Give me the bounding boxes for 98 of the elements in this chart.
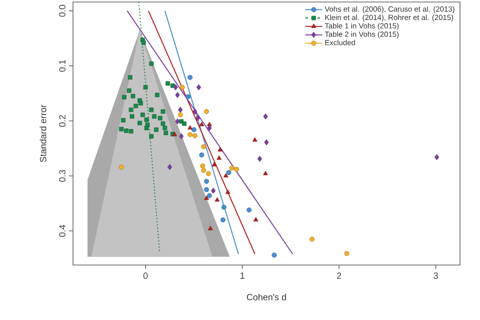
y-tick-label: 0.4 — [59, 224, 66, 237]
point — [199, 122, 204, 126]
point — [188, 132, 193, 138]
point — [214, 197, 220, 202]
point — [121, 118, 126, 122]
point — [149, 61, 154, 66]
point — [172, 132, 178, 136]
point — [201, 168, 206, 173]
point — [128, 75, 132, 80]
point — [130, 94, 136, 98]
x-tick-label: 1 — [240, 272, 244, 279]
point — [182, 121, 186, 126]
point — [149, 134, 154, 138]
point — [220, 217, 226, 222]
point — [164, 130, 168, 136]
point — [140, 112, 145, 117]
y-tick-label: 0.2 — [59, 115, 66, 127]
point — [138, 120, 142, 126]
point — [160, 109, 166, 114]
point — [192, 133, 198, 138]
point — [263, 170, 268, 176]
point — [144, 126, 149, 130]
point — [118, 164, 124, 170]
point — [152, 114, 156, 119]
point — [149, 108, 154, 112]
point — [154, 127, 158, 132]
point — [272, 252, 277, 258]
x-tick-label: 2 — [337, 272, 342, 279]
point — [124, 128, 128, 133]
y-axis-title: Standard error — [40, 104, 46, 162]
point — [141, 40, 146, 45]
point — [134, 104, 138, 108]
point — [253, 217, 258, 222]
point — [309, 236, 314, 242]
point — [216, 155, 222, 160]
point — [188, 125, 193, 130]
y-tick-label: 0.0 — [59, 4, 66, 17]
point — [234, 166, 239, 172]
point — [210, 188, 216, 194]
point — [225, 190, 230, 194]
point — [175, 92, 180, 98]
point — [212, 162, 217, 166]
point — [192, 108, 198, 114]
point — [178, 112, 183, 118]
point — [204, 109, 210, 114]
point — [221, 204, 226, 210]
point — [180, 84, 185, 90]
point — [218, 147, 223, 152]
point — [204, 196, 209, 200]
point — [126, 88, 132, 93]
point — [344, 250, 350, 256]
point — [158, 116, 162, 120]
point — [204, 187, 210, 192]
point — [199, 152, 204, 158]
point — [208, 226, 213, 230]
point — [173, 84, 178, 90]
point — [144, 118, 149, 122]
point — [178, 106, 183, 113]
point — [119, 126, 124, 132]
y-tick-label: 0.3 — [59, 170, 66, 182]
point — [206, 122, 212, 126]
point — [434, 154, 440, 160]
point — [201, 144, 206, 150]
point — [196, 115, 200, 122]
point — [160, 121, 166, 126]
x-tick-label: 0 — [143, 272, 148, 279]
x-axis-title: Cohen's d — [246, 294, 286, 300]
point — [196, 84, 202, 90]
point — [122, 94, 126, 100]
point — [229, 166, 234, 171]
point — [252, 137, 258, 142]
y-tick-label: 0.1 — [59, 60, 66, 72]
point — [179, 133, 184, 140]
point — [162, 126, 168, 130]
point — [204, 178, 210, 184]
point — [128, 129, 134, 134]
point — [167, 164, 172, 170]
point — [138, 101, 143, 106]
point — [226, 170, 232, 176]
point — [130, 114, 134, 119]
point — [206, 171, 211, 176]
point — [188, 74, 193, 80]
point — [186, 94, 191, 100]
point — [257, 156, 262, 162]
point — [128, 108, 134, 112]
point — [191, 127, 196, 132]
point — [263, 113, 268, 120]
point — [264, 139, 269, 146]
point — [143, 85, 148, 90]
x-tick-label: 3 — [434, 272, 438, 279]
point — [223, 173, 228, 178]
point — [175, 118, 180, 124]
point — [166, 81, 170, 86]
point — [206, 193, 212, 198]
point — [200, 163, 206, 168]
point — [207, 125, 212, 131]
point — [154, 92, 160, 98]
point — [246, 207, 252, 212]
